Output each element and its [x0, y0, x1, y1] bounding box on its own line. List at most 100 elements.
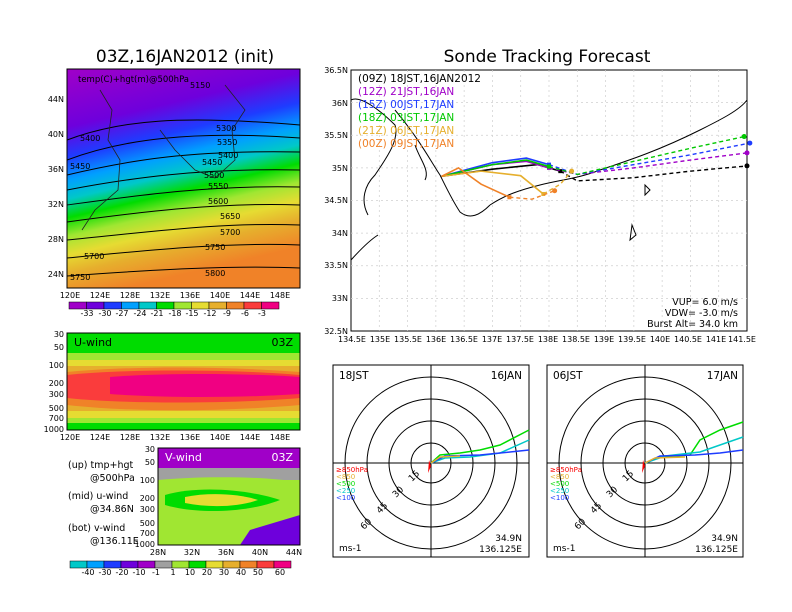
map-colorbar-labels: -33 -30 -27 -24 -21 -18 -15 -12 -9 -6 -3 — [80, 309, 266, 318]
track-line-ascent — [441, 159, 550, 178]
v-wind-panel: V-wind 03Z 30 50 100 200 300 500 700 100… — [69, 445, 302, 577]
svg-text:138.5E: 138.5E — [562, 335, 590, 344]
svg-text:136E: 136E — [180, 433, 200, 442]
svg-text:40N: 40N — [48, 130, 64, 139]
map-colorbar — [68, 301, 280, 310]
svg-text:(09Z) 18JST,16JAN2012: (09Z) 18JST,16JAN2012 — [358, 73, 481, 85]
svg-text:5450: 5450 — [202, 158, 222, 167]
hodo-right-lat: 34.9N — [711, 534, 738, 544]
svg-text:30: 30 — [54, 330, 64, 339]
svg-text:44N: 44N — [286, 548, 302, 557]
v-colorbar-swatch — [256, 560, 275, 569]
svg-text:700: 700 — [49, 414, 64, 423]
svg-text:50: 50 — [253, 568, 263, 577]
v-wind-colorbar — [69, 560, 292, 569]
svg-text:144E: 144E — [240, 291, 260, 300]
svg-text:5700: 5700 — [220, 228, 240, 237]
u-wind-x-labels: 120E 124E 128E 132E 136E 140E 144E 148E — [60, 433, 290, 442]
svg-text:34N: 34N — [332, 229, 348, 238]
map-colorbar-swatch — [173, 301, 192, 310]
map-panel-label: temp(C)+hgt(m)@500hPa — [78, 75, 189, 85]
svg-text:33.5N: 33.5N — [324, 261, 348, 270]
svg-text:200: 200 — [49, 379, 64, 388]
svg-text:-6: -6 — [241, 309, 249, 318]
svg-text:-3: -3 — [258, 309, 266, 318]
svg-text:<850: <850 — [336, 473, 355, 481]
svg-text:128E: 128E — [120, 433, 140, 442]
svg-text:28N: 28N — [48, 235, 64, 244]
svg-text:141E: 141E — [706, 335, 726, 344]
v-colorbar-swatch — [171, 560, 190, 569]
svg-text:5400: 5400 — [218, 151, 238, 160]
svg-text:500: 500 — [140, 519, 155, 528]
v-wind-y-labels: 30 50 100 200 300 500 700 1000 — [135, 445, 155, 549]
hodo-right-time: 06JST — [553, 370, 583, 382]
svg-text:5750: 5750 — [70, 273, 90, 282]
track-burst-point — [547, 164, 551, 169]
svg-text:-30: -30 — [98, 309, 111, 318]
svg-text:300: 300 — [49, 390, 64, 399]
svg-text:5300: 5300 — [216, 124, 236, 133]
svg-text:36N: 36N — [218, 548, 234, 557]
svg-text:-33: -33 — [80, 309, 93, 318]
svg-text:20: 20 — [202, 568, 212, 577]
hodo-left-lon: 136.125E — [479, 545, 522, 555]
hodo-left-date: 16JAN — [491, 370, 522, 382]
svg-text:140E: 140E — [210, 291, 230, 300]
v-colorbar-swatch — [103, 560, 122, 569]
track-landing-point — [741, 134, 747, 140]
svg-text:60: 60 — [275, 568, 285, 577]
svg-text:24N: 24N — [48, 270, 64, 279]
track-burst-point — [507, 195, 512, 200]
svg-text:138E: 138E — [538, 335, 558, 344]
right-title: Sonde Tracking Forecast — [444, 47, 651, 67]
svg-text:30: 30 — [145, 445, 155, 454]
v-colorbar-labels: -40 -30 -20 -10 -1 1 10 20 30 40 50 60 — [81, 568, 285, 577]
svg-text:28N: 28N — [150, 548, 166, 557]
v-colorbar-swatch — [239, 560, 258, 569]
svg-text:128E: 128E — [120, 291, 140, 300]
svg-text:137E: 137E — [482, 335, 502, 344]
track-grid — [351, 70, 747, 331]
map-colorbar-swatch — [191, 301, 210, 310]
svg-text:-30: -30 — [98, 568, 111, 577]
svg-text:35N: 35N — [332, 164, 348, 173]
svg-text:(mid) u-wind: (mid) u-wind — [68, 491, 128, 502]
svg-text:5450: 5450 — [70, 162, 90, 171]
u-wind-title: U-wind — [74, 336, 112, 349]
map-colorbar-swatch — [226, 301, 245, 310]
map-colorbar-swatch — [121, 301, 140, 310]
svg-text:141.5E: 141.5E — [728, 335, 756, 344]
svg-text:44N: 44N — [48, 95, 64, 104]
hodo-left-unit: ms-1 — [339, 544, 361, 554]
v-colorbar-swatch — [273, 560, 292, 569]
svg-text:VDW= -3.0 m/s: VDW= -3.0 m/s — [665, 308, 738, 319]
svg-text:≥850hPa: ≥850hPa — [550, 466, 582, 474]
svg-text:124E: 124E — [90, 291, 110, 300]
hodo-right-lon: 136.125E — [695, 545, 738, 555]
u-wind-time: 03Z — [271, 336, 293, 349]
svg-text:-24: -24 — [133, 309, 146, 318]
svg-text:<850: <850 — [550, 473, 569, 481]
track-line-ascent — [441, 157, 550, 178]
track-params: VUP= 6.0 m/s VDW= -3.0 m/s Burst Alt= 34… — [647, 297, 738, 330]
svg-text:(15Z) 00JST,17JAN: (15Z) 00JST,17JAN — [358, 99, 454, 111]
svg-text:<250: <250 — [550, 487, 569, 495]
sonde-track-panel: (09Z) 18JST,16JAN2012 (12Z) 21JST,16JAN … — [324, 66, 756, 344]
map-colorbar-swatch — [156, 301, 175, 310]
svg-text:<500: <500 — [550, 480, 569, 488]
track-line-descent — [548, 135, 745, 176]
svg-text:<500: <500 — [336, 480, 355, 488]
svg-text:136.5E: 136.5E — [450, 335, 478, 344]
svg-text:32N: 32N — [48, 200, 64, 209]
temperature-field — [67, 69, 300, 288]
hodo-left-levels: ≥850hPa <850 <500 <250 <100 — [336, 466, 368, 502]
svg-text:5800: 5800 — [205, 269, 225, 278]
track-lines — [441, 134, 753, 200]
track-lat-labels: 36.5N 36N 35.5N 35N 34.5N 34N 33.5N 33N … — [324, 66, 348, 336]
svg-text:36N: 36N — [48, 165, 64, 174]
svg-text:5550: 5550 — [208, 182, 228, 191]
v-colorbar-swatch — [137, 560, 156, 569]
svg-text:(up) tmp+hgt: (up) tmp+hgt — [68, 460, 134, 471]
svg-text:32.5N: 32.5N — [324, 327, 348, 336]
